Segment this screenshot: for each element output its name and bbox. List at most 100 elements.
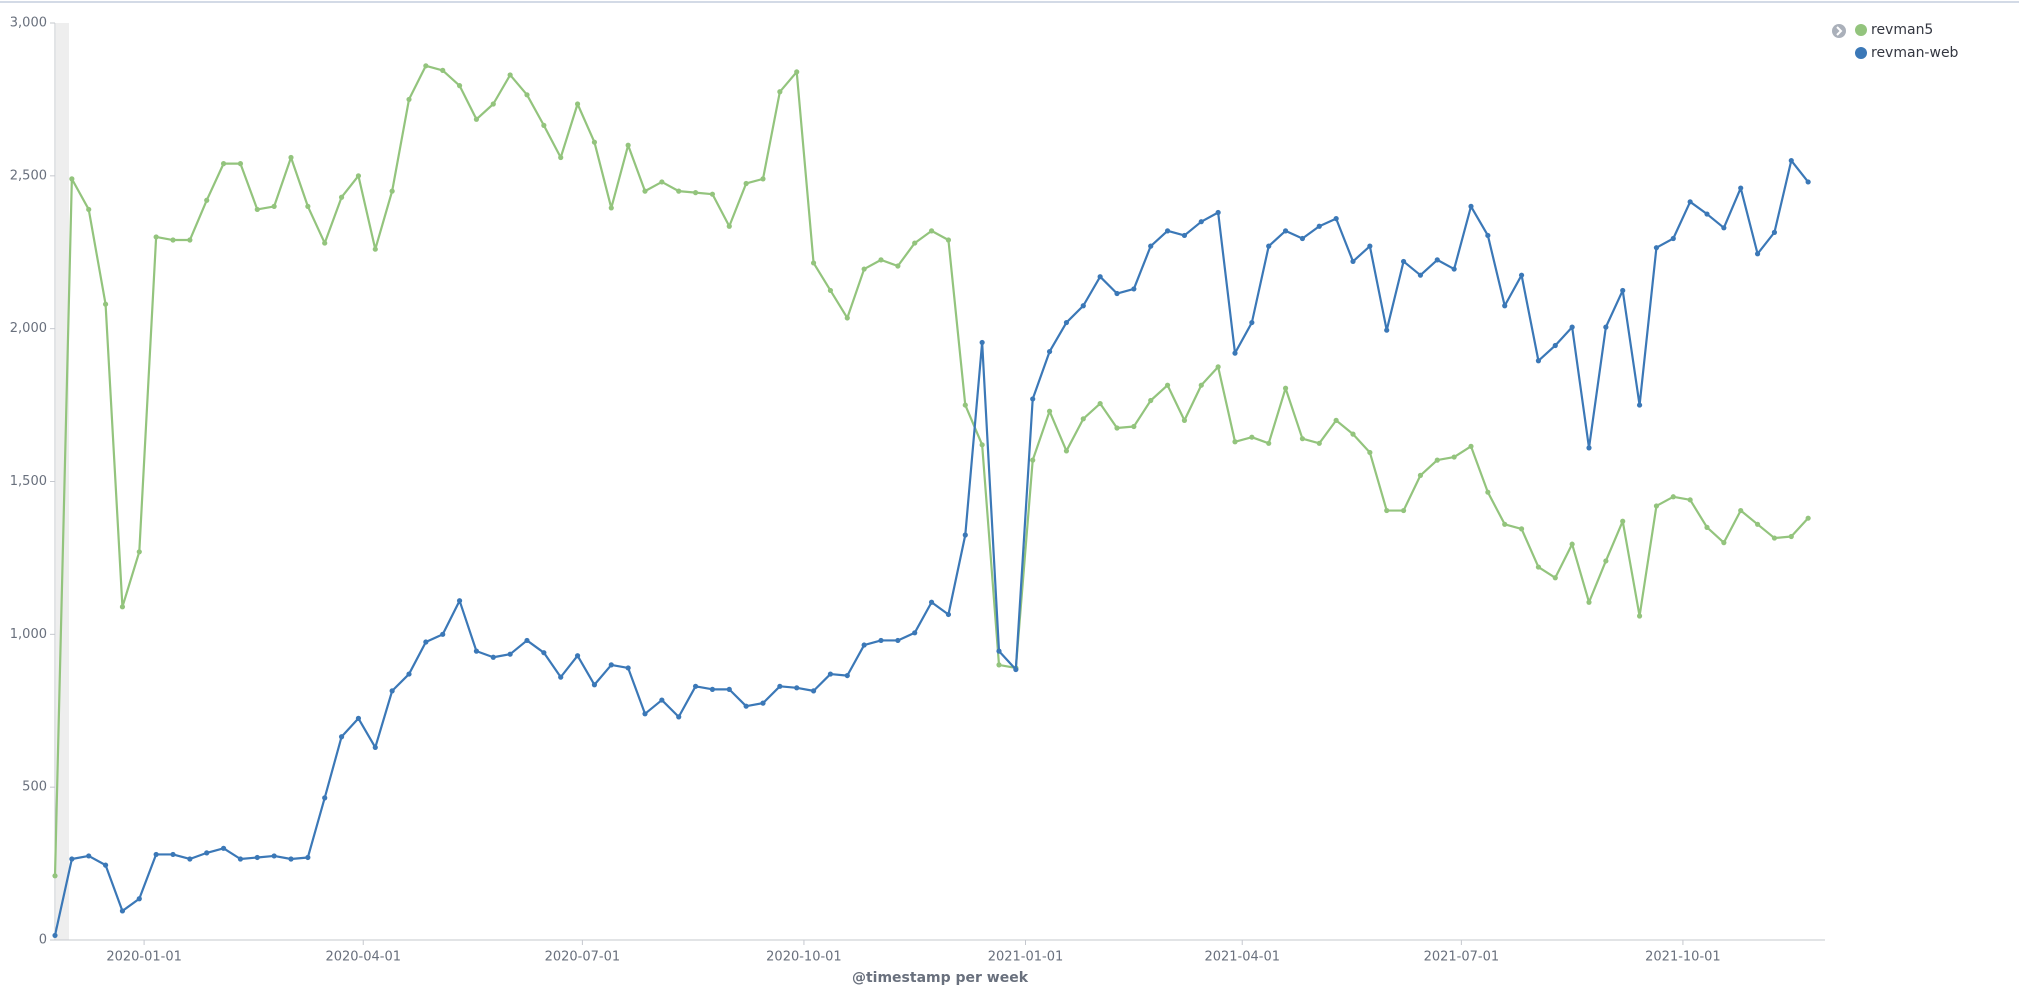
data-point[interactable] bbox=[558, 154, 564, 161]
data-point[interactable] bbox=[1586, 445, 1592, 451]
data-point[interactable] bbox=[1636, 613, 1643, 619]
data-point[interactable] bbox=[440, 67, 446, 73]
data-point[interactable] bbox=[1687, 199, 1693, 205]
data-point[interactable] bbox=[119, 908, 126, 914]
data-point[interactable] bbox=[406, 671, 412, 677]
data-point[interactable] bbox=[1148, 397, 1154, 404]
data-point[interactable] bbox=[1603, 324, 1609, 330]
data-point[interactable] bbox=[1030, 457, 1036, 463]
data-point[interactable] bbox=[743, 180, 749, 187]
data-point[interactable] bbox=[996, 648, 1002, 654]
data-point[interactable] bbox=[507, 72, 513, 78]
data-point[interactable] bbox=[1704, 211, 1710, 217]
data-point[interactable] bbox=[996, 662, 1002, 668]
data-point[interactable] bbox=[676, 714, 682, 720]
data-point[interactable] bbox=[1232, 439, 1238, 445]
data-point[interactable] bbox=[979, 442, 985, 448]
data-point[interactable] bbox=[1400, 507, 1407, 514]
data-point[interactable] bbox=[709, 191, 716, 197]
data-point[interactable] bbox=[1333, 417, 1339, 423]
data-point[interactable] bbox=[1670, 235, 1676, 242]
data-point[interactable] bbox=[912, 240, 918, 246]
data-point[interactable] bbox=[1468, 443, 1474, 449]
data-point[interactable] bbox=[1131, 423, 1137, 430]
data-point[interactable] bbox=[1535, 564, 1542, 570]
data-point[interactable] bbox=[1282, 228, 1289, 234]
data-point[interactable] bbox=[1738, 185, 1744, 191]
data-point[interactable] bbox=[1299, 436, 1306, 442]
data-point[interactable] bbox=[1046, 348, 1053, 355]
data-point[interactable] bbox=[1754, 251, 1761, 257]
data-point[interactable] bbox=[1384, 327, 1390, 333]
data-point[interactable] bbox=[1097, 274, 1103, 280]
data-point[interactable] bbox=[1620, 518, 1626, 524]
data-point[interactable] bbox=[1249, 319, 1255, 326]
data-point[interactable] bbox=[1164, 382, 1171, 388]
data-point[interactable] bbox=[1620, 287, 1626, 294]
data-point[interactable] bbox=[659, 179, 665, 185]
data-point[interactable] bbox=[338, 194, 345, 200]
data-point[interactable] bbox=[1266, 440, 1272, 446]
data-point[interactable] bbox=[945, 237, 952, 243]
data-point[interactable] bbox=[187, 856, 193, 862]
data-point[interactable] bbox=[490, 654, 496, 660]
data-point[interactable] bbox=[355, 173, 362, 179]
data-point[interactable] bbox=[305, 203, 311, 209]
data-point[interactable] bbox=[1013, 666, 1019, 673]
data-point[interactable] bbox=[558, 674, 564, 680]
data-point[interactable] bbox=[237, 161, 244, 167]
data-point[interactable] bbox=[204, 197, 210, 203]
data-point[interactable] bbox=[1249, 434, 1255, 440]
data-point[interactable] bbox=[1046, 408, 1053, 414]
data-point[interactable] bbox=[86, 206, 92, 213]
data-point[interactable] bbox=[440, 631, 446, 637]
data-point[interactable] bbox=[1518, 272, 1525, 278]
data-point[interactable] bbox=[1164, 228, 1171, 234]
legend-item[interactable]: revman5 bbox=[1855, 22, 1933, 38]
data-point[interactable] bbox=[102, 301, 109, 307]
data-point[interactable] bbox=[355, 715, 362, 721]
data-point[interactable] bbox=[1232, 350, 1238, 356]
data-point[interactable] bbox=[760, 700, 766, 706]
data-point[interactable] bbox=[591, 682, 598, 688]
data-point[interactable] bbox=[1181, 232, 1188, 239]
data-point[interactable] bbox=[52, 932, 58, 939]
data-point[interactable] bbox=[1316, 223, 1322, 229]
data-point[interactable] bbox=[1771, 229, 1778, 235]
data-point[interactable] bbox=[1131, 286, 1137, 292]
data-point[interactable] bbox=[810, 688, 817, 694]
data-point[interactable] bbox=[1316, 440, 1322, 446]
data-point[interactable] bbox=[1502, 303, 1508, 309]
data-point[interactable] bbox=[692, 683, 699, 689]
data-point[interactable] bbox=[1535, 358, 1542, 364]
data-point[interactable] bbox=[1367, 243, 1373, 249]
data-point[interactable] bbox=[1097, 400, 1103, 407]
data-point[interactable] bbox=[1636, 402, 1643, 408]
data-point[interactable] bbox=[1417, 472, 1424, 478]
data-point[interactable] bbox=[692, 190, 699, 196]
data-point[interactable] bbox=[861, 642, 867, 648]
data-point[interactable] bbox=[322, 240, 328, 246]
data-point[interactable] bbox=[1485, 489, 1491, 495]
legend-toggle[interactable] bbox=[1832, 24, 1846, 38]
data-point[interactable] bbox=[1603, 558, 1609, 564]
data-point[interactable] bbox=[1114, 290, 1120, 297]
data-point[interactable] bbox=[760, 176, 766, 182]
data-point[interactable] bbox=[204, 850, 210, 856]
data-point[interactable] bbox=[1063, 319, 1070, 326]
data-point[interactable] bbox=[608, 205, 614, 211]
data-point[interactable] bbox=[962, 532, 968, 538]
data-point[interactable] bbox=[810, 260, 817, 266]
data-point[interactable] bbox=[456, 83, 463, 89]
data-point[interactable] bbox=[170, 237, 176, 243]
data-point[interactable] bbox=[136, 896, 142, 902]
data-point[interactable] bbox=[574, 653, 581, 659]
data-point[interactable] bbox=[305, 854, 311, 861]
data-point[interactable] bbox=[322, 795, 328, 801]
data-point[interactable] bbox=[1063, 448, 1070, 454]
data-point[interactable] bbox=[86, 853, 92, 859]
data-point[interactable] bbox=[1350, 258, 1356, 265]
data-point[interactable] bbox=[1350, 431, 1356, 437]
data-point[interactable] bbox=[153, 851, 159, 858]
data-point[interactable] bbox=[1198, 219, 1204, 225]
